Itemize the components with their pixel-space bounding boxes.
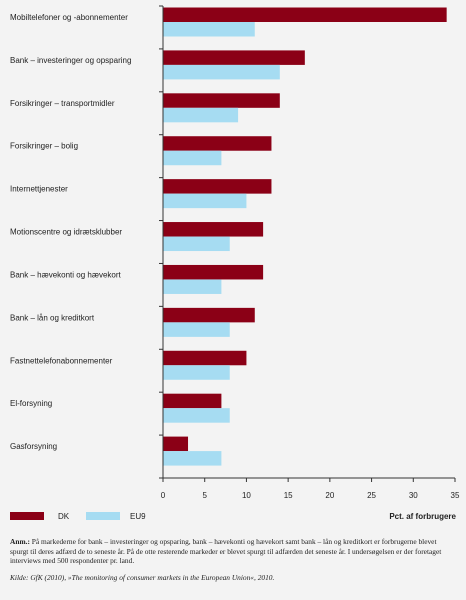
bar-eu9 (163, 365, 230, 380)
bar-dk (163, 93, 280, 108)
x-tick-label: 15 (284, 491, 293, 500)
bar-dk (163, 350, 247, 366)
bar-dk (163, 393, 222, 409)
legend-swatch-eu9 (86, 512, 120, 520)
bar-dk (163, 50, 305, 65)
x-tick-label: 10 (242, 491, 251, 500)
bar-eu9 (163, 64, 280, 80)
bar-dk (163, 222, 264, 237)
x-tick-label: 25 (367, 491, 376, 500)
x-axis-unit-label: Pct. af forbrugere (389, 512, 456, 521)
bar-eu9 (163, 236, 230, 252)
bar-eu9 (163, 408, 230, 423)
bar-eu9 (163, 22, 255, 37)
category-label: Bank – hævekonti og hævekort (10, 270, 122, 279)
chart-source: Kilde: GfK (2010), »The monitoring of co… (10, 573, 275, 582)
x-tick-label: 20 (325, 491, 334, 500)
category-label: El-forsyning (10, 399, 52, 408)
bars-layer (163, 7, 447, 466)
category-label: Motionscentre og idrætsklubber (10, 228, 122, 237)
bar-eu9 (163, 451, 222, 466)
bar-dk (163, 436, 189, 452)
category-labels: Mobiltelefoner og -abonnementer Bank – in… (10, 13, 131, 451)
category-label: Gasforsyning (10, 442, 57, 451)
x-tick-label: 35 (451, 491, 460, 500)
category-label: Mobiltelefoner og -abonnementer (10, 13, 128, 22)
bar-eu9 (163, 150, 222, 166)
x-tick-label: 5 (202, 491, 207, 500)
ticks-layer: 0 5 10 15 20 25 30 35 (159, 5, 460, 500)
bar-dk (163, 136, 272, 151)
bar-dk (163, 307, 255, 323)
bar-dk (163, 179, 272, 194)
bar-chart: 0 5 10 15 20 25 30 35 Mobiltelefoner og -abonne… (10, 5, 460, 521)
category-label: Internettjenester (10, 185, 68, 194)
bar-eu9 (163, 107, 239, 123)
legend: DK EU9 (10, 512, 146, 521)
category-label: Fastnettelefonabonnementer (10, 356, 113, 365)
x-tick-label: 30 (409, 491, 418, 500)
category-label: Bank – investeringer og opsparing (10, 56, 131, 65)
bar-dk (163, 7, 447, 22)
category-label: Bank – lån og kreditkort (10, 313, 95, 322)
bar-eu9 (163, 322, 230, 337)
note-text: På markederne for bank – investeringer o… (10, 537, 442, 565)
legend-swatch-dk (10, 512, 44, 520)
note-prefix: Anm.: (10, 537, 30, 546)
bar-dk (163, 264, 264, 280)
chart-note: Anm.: På markederne for bank – investeri… (10, 537, 456, 566)
bar-eu9 (163, 279, 222, 294)
bar-eu9 (163, 193, 247, 209)
x-tick-label: 0 (161, 491, 166, 500)
category-label: Forsikringer – transportmidler (10, 99, 115, 108)
category-label: Forsikringer – bolig (10, 142, 78, 151)
legend-label-dk: DK (58, 512, 70, 521)
legend-label-eu9: EU9 (130, 512, 146, 521)
